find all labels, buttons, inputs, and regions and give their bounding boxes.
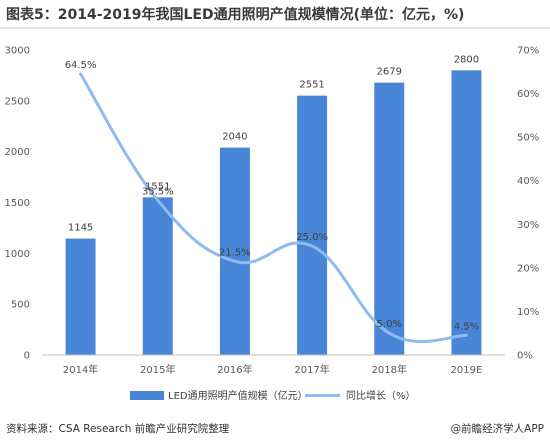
right-tick-label-6: 60% bbox=[517, 89, 539, 100]
brand-text: @前瞻经济学人APP bbox=[451, 422, 544, 435]
right-tick-label-1: 10% bbox=[517, 307, 539, 318]
bar-1 bbox=[142, 197, 173, 355]
line-label-5: 4.5% bbox=[454, 321, 479, 332]
left-tick-label-4: 2000 bbox=[5, 147, 30, 158]
line-label-2: 21.5% bbox=[219, 247, 251, 258]
axes: 2014年 2015年 2016年 2017年 2018年 2019E 0 500 1000 15… bbox=[5, 46, 540, 377]
bar-3 bbox=[297, 95, 328, 356]
x-tick-label-0: 2014年 bbox=[63, 363, 98, 376]
bar-label-5: 2800 bbox=[454, 54, 479, 65]
bar-label-4: 2679 bbox=[377, 67, 402, 78]
line-label-1: 35.5% bbox=[142, 186, 174, 197]
source-note: 资料来源：CSA Research 前瞻产业研究院整理 bbox=[6, 422, 230, 435]
x-tick-label-3: 2017年 bbox=[294, 363, 329, 376]
left-tick-label-6: 3000 bbox=[5, 46, 30, 57]
x-tick-label-5: 2019E bbox=[451, 365, 483, 376]
x-tick-label-1: 2015年 bbox=[140, 363, 175, 376]
bar-label-2: 2040 bbox=[222, 132, 247, 143]
bar-label-1: 1551 bbox=[145, 181, 170, 192]
growth-line bbox=[79, 72, 468, 344]
x-tick-label-4: 2018年 bbox=[372, 363, 407, 376]
legend-line-label: 同比增长（%） bbox=[346, 389, 416, 402]
left-tick-label-1: 500 bbox=[11, 300, 30, 311]
line-label-0: 64.5% bbox=[65, 60, 97, 71]
bar-2 bbox=[219, 147, 250, 355]
plot-area bbox=[65, 70, 482, 356]
right-tick-label-5: 50% bbox=[517, 133, 539, 144]
bar-label-3: 2551 bbox=[299, 80, 324, 91]
right-tick-label-3: 30% bbox=[517, 220, 539, 231]
bar-4 bbox=[374, 82, 405, 355]
data-labels: 1145 1551 2040 2551 2679 2800 64.5% 35.5% 21.5% 2… bbox=[65, 54, 479, 332]
x-tick-label-2: 2016年 bbox=[217, 363, 252, 376]
right-tick-label-2: 20% bbox=[517, 263, 539, 274]
legend-bar-swatch bbox=[130, 391, 164, 400]
left-tick-label-0: 0 bbox=[24, 351, 30, 362]
bar-label-0: 1145 bbox=[68, 223, 93, 234]
bar-5 bbox=[451, 70, 482, 355]
right-tick-label-4: 40% bbox=[517, 176, 539, 187]
left-tick-label-2: 1000 bbox=[5, 249, 30, 260]
chart-title: 图表5：2014-2019年我国LED通用照明产值规模情况(单位：亿元，%) bbox=[6, 6, 464, 23]
right-tick-label-0: 0% bbox=[517, 351, 533, 362]
legend: LED通用照明产值规模（亿元） 同比增长（%） bbox=[130, 389, 416, 402]
left-tick-label-5: 2500 bbox=[5, 96, 30, 107]
right-tick-label-7: 70% bbox=[517, 46, 539, 57]
left-tick-label-3: 1500 bbox=[5, 198, 30, 209]
line-label-4: 5.0% bbox=[377, 319, 402, 330]
line-label-3: 25.0% bbox=[296, 232, 328, 243]
legend-bar-label: LED通用照明产值规模（亿元） bbox=[168, 389, 308, 402]
bar-0 bbox=[65, 238, 96, 355]
